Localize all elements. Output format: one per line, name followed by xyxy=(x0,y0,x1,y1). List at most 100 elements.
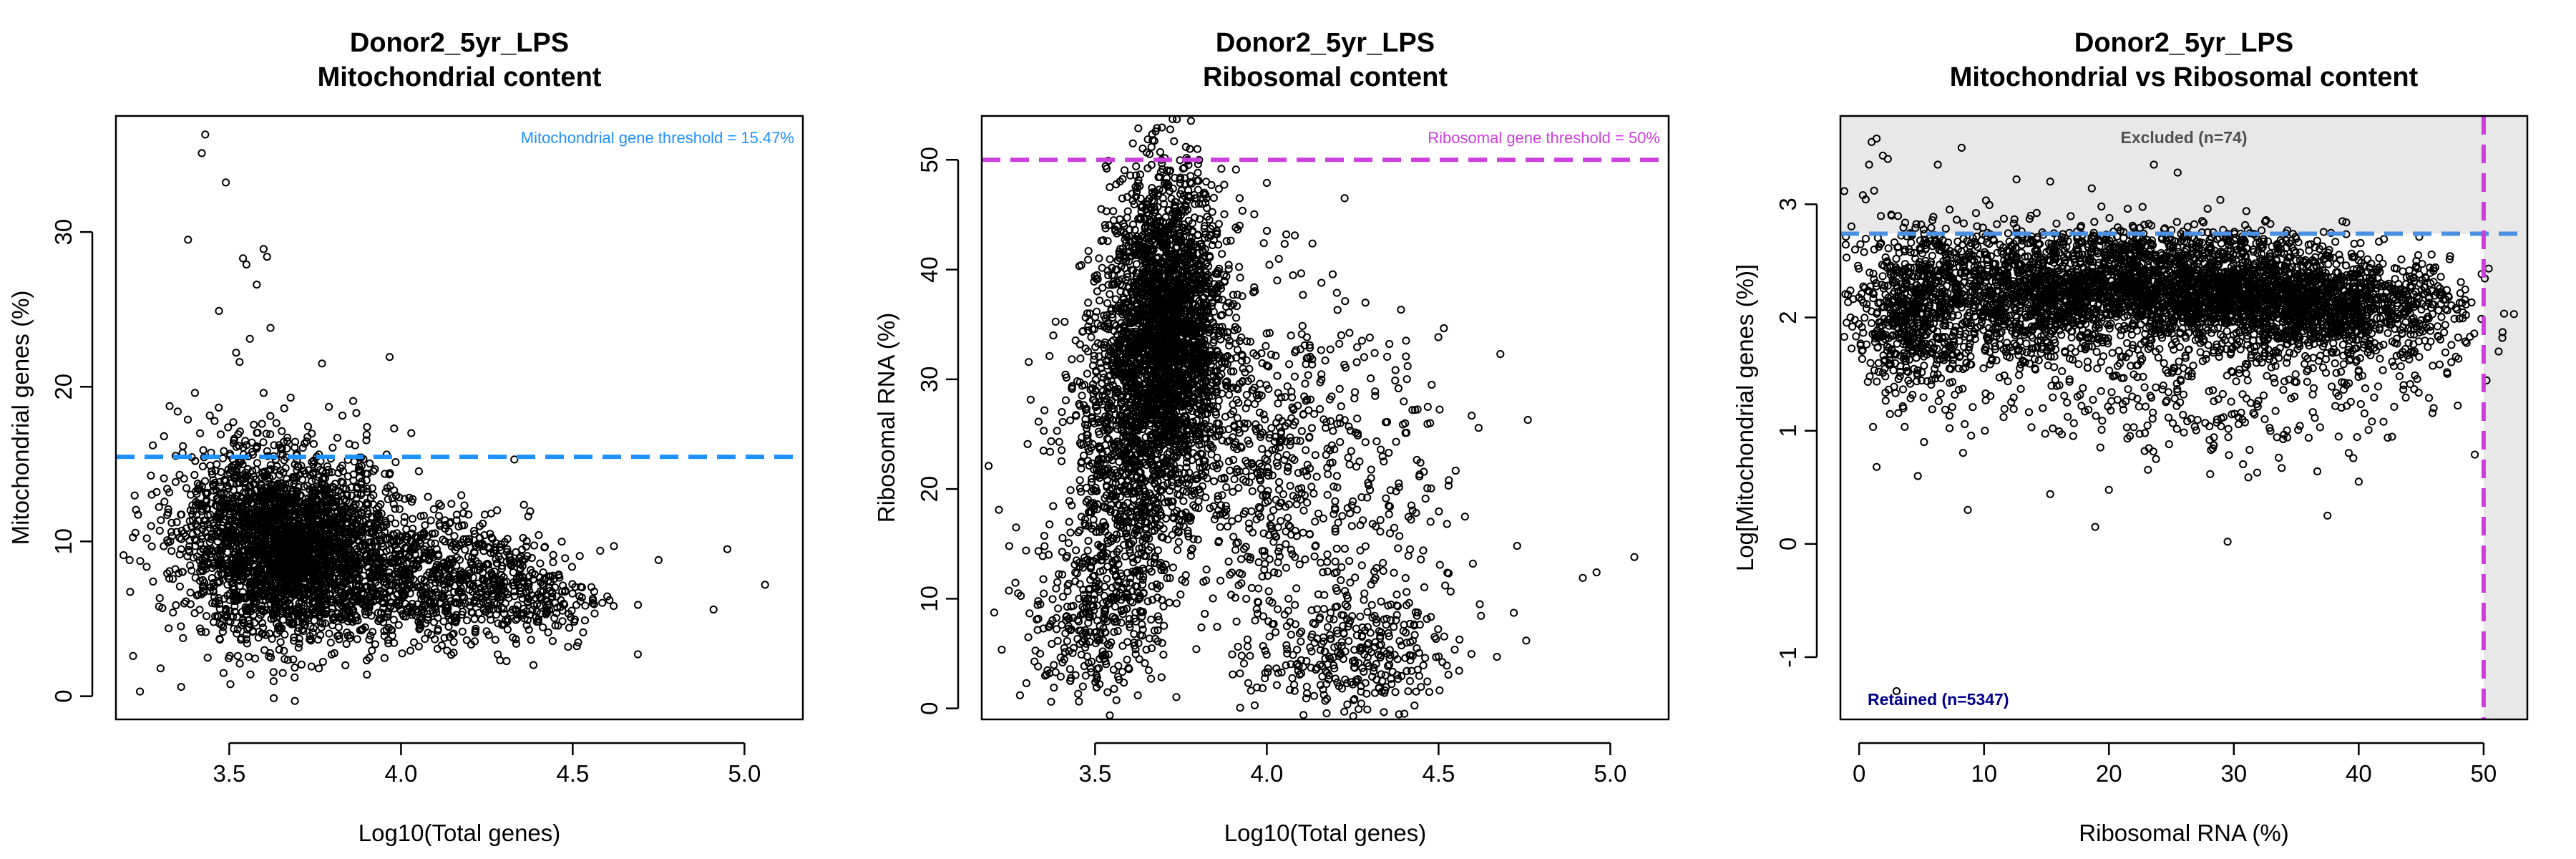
data-point xyxy=(172,518,181,527)
data-point xyxy=(350,457,358,466)
data-point xyxy=(259,438,268,447)
data-point xyxy=(157,516,165,525)
data-point xyxy=(572,601,581,609)
data-point xyxy=(380,654,389,662)
data-point xyxy=(179,634,187,643)
data-point xyxy=(462,636,471,644)
data-point xyxy=(291,673,299,681)
data-point xyxy=(177,622,185,631)
data-point xyxy=(208,574,216,583)
data-point xyxy=(1235,263,1244,271)
data-point xyxy=(190,470,199,480)
x-tick-label: 5.0 xyxy=(728,760,761,787)
data-point xyxy=(365,635,374,644)
x-tick-label: 4.0 xyxy=(384,760,417,787)
data-point xyxy=(250,420,258,429)
data-point xyxy=(318,359,326,368)
data-point xyxy=(315,664,323,673)
data-point xyxy=(384,495,392,504)
data-point xyxy=(205,411,214,420)
data-point xyxy=(353,635,361,644)
data-point xyxy=(165,624,173,633)
data-point xyxy=(548,636,557,646)
data-point xyxy=(147,542,156,550)
data-point xyxy=(188,530,197,538)
data-point xyxy=(291,697,299,705)
data-point xyxy=(580,616,590,625)
data-point xyxy=(480,510,489,519)
data-point xyxy=(233,651,242,661)
data-point xyxy=(172,601,180,610)
data-point xyxy=(376,500,385,509)
data-point xyxy=(1132,162,1141,170)
data-point xyxy=(633,650,643,659)
data-point xyxy=(241,437,250,445)
data-point xyxy=(326,639,335,647)
data-point xyxy=(290,633,298,642)
data-point xyxy=(175,582,184,591)
data-point xyxy=(333,434,342,442)
data-point xyxy=(408,515,417,523)
data-point xyxy=(610,602,618,611)
data-point xyxy=(447,500,456,508)
data-point xyxy=(341,661,350,669)
data-point xyxy=(270,694,278,702)
data-point xyxy=(226,680,235,689)
data-point xyxy=(278,669,287,677)
data-point xyxy=(184,236,192,244)
data-point xyxy=(723,545,732,553)
data-point xyxy=(259,389,268,397)
data-point xyxy=(130,491,139,500)
data-point xyxy=(177,683,185,691)
data-point xyxy=(210,417,219,425)
data-point xyxy=(349,397,358,405)
data-point xyxy=(1123,207,1132,215)
data-point xyxy=(421,521,429,530)
data-point xyxy=(126,588,135,596)
data-point xyxy=(477,615,486,624)
data-point xyxy=(142,534,151,543)
data-point xyxy=(1110,319,1119,329)
data-point xyxy=(368,646,376,655)
data-point xyxy=(196,429,205,437)
data-point xyxy=(328,468,336,477)
data-point xyxy=(155,503,163,511)
x-axis-label: Log10(Total genes) xyxy=(358,820,561,846)
data-point xyxy=(654,555,663,565)
data-point xyxy=(286,393,295,402)
data-point xyxy=(229,418,238,427)
data-point xyxy=(634,601,643,609)
data-point xyxy=(709,605,718,614)
data-point xyxy=(549,550,557,559)
data-point xyxy=(343,472,352,481)
data-point xyxy=(215,306,223,315)
data-point xyxy=(156,664,165,673)
data-point xyxy=(414,467,424,476)
data-point xyxy=(203,654,212,662)
data-point xyxy=(529,661,538,669)
data-point xyxy=(235,358,244,367)
data-point xyxy=(303,422,313,431)
data-point xyxy=(132,505,140,514)
data-point xyxy=(239,254,248,263)
plot-frame xyxy=(114,115,804,721)
data-point xyxy=(186,588,195,597)
data-point xyxy=(371,640,380,649)
x-tick-label: 4.5 xyxy=(556,760,589,787)
data-point xyxy=(263,253,271,261)
data-point xyxy=(218,628,227,636)
x-tick-label: 3.5 xyxy=(213,760,245,787)
data-point xyxy=(125,555,134,565)
data-point xyxy=(134,510,142,519)
data-point xyxy=(155,594,164,603)
data-point xyxy=(457,491,466,500)
data-points xyxy=(985,115,1639,721)
data-point xyxy=(119,551,128,560)
data-point xyxy=(536,559,545,568)
data-point xyxy=(280,404,288,413)
data-point xyxy=(325,629,333,638)
data-point xyxy=(310,616,318,625)
data-point xyxy=(280,655,289,664)
